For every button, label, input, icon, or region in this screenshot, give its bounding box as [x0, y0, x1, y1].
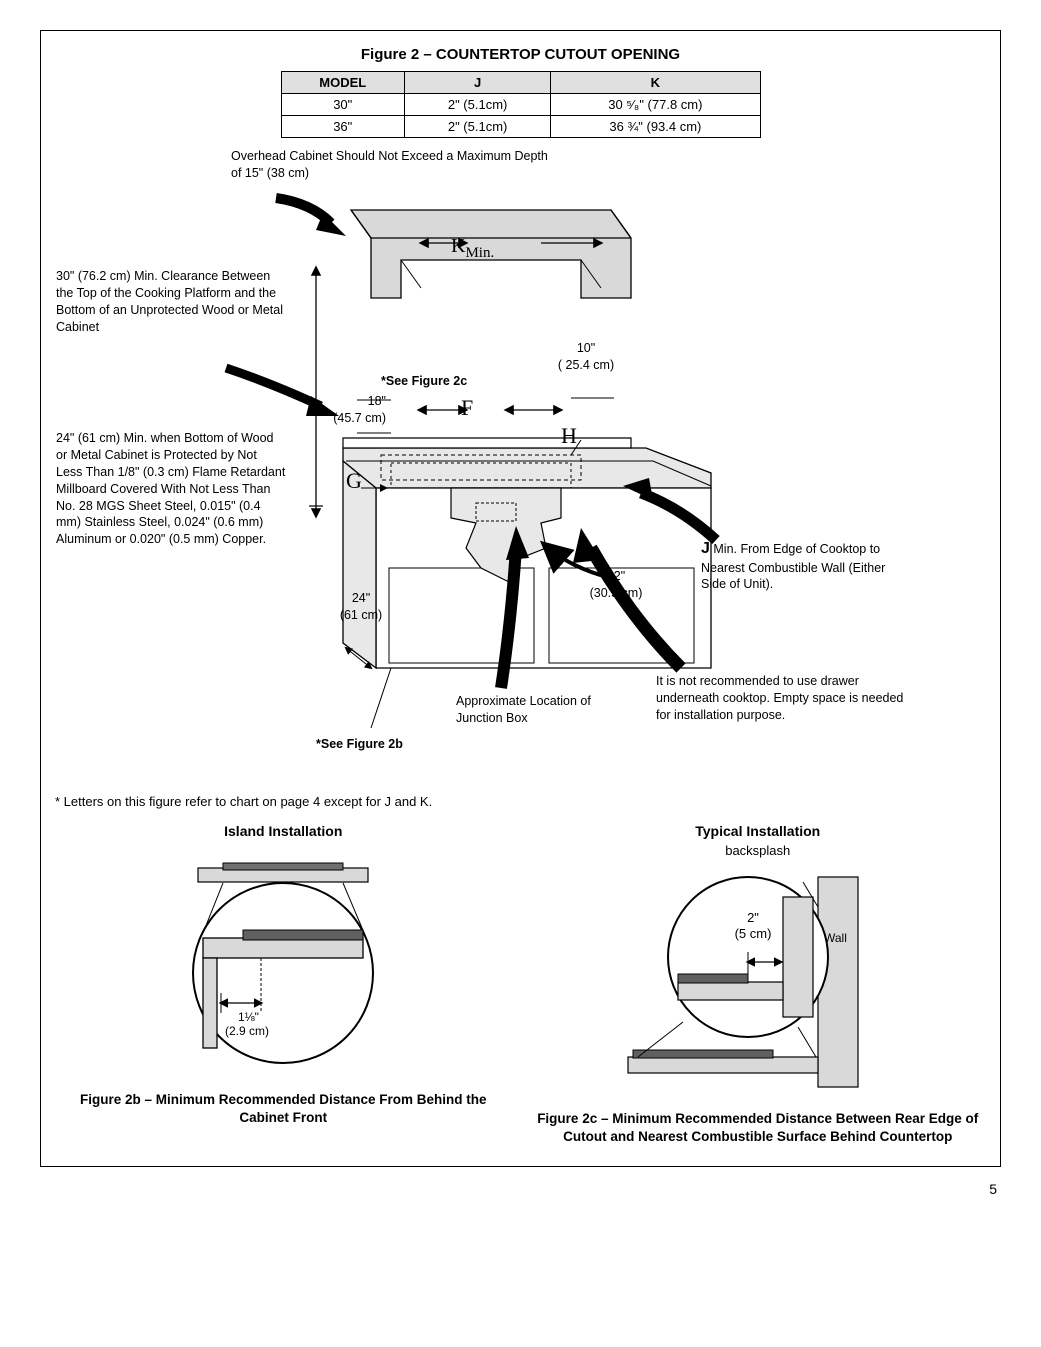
overhead-cabinet-note: Overhead Cabinet Should Not Exceed a Max… — [231, 148, 561, 182]
clearance-note: 30" (76.2 cm) Min. Clearance Between the… — [56, 268, 286, 336]
typical-svg: Wall 2" (5 cm) — [588, 862, 928, 1102]
protected-cabinet-note: 24" (61 cm) Min. when Bottom of Wood or … — [56, 430, 286, 548]
letter-h: H — [561, 421, 577, 451]
island-svg: 1⅛" (2.9 cm) — [143, 843, 423, 1083]
dim-k: KMin. — [451, 233, 494, 263]
typical-sub: backsplash — [536, 843, 981, 858]
th-k: K — [551, 72, 760, 94]
th-model: MODEL — [281, 72, 404, 94]
letter-f: F — [461, 393, 473, 423]
table-row: 30" 2" (5.1cm) 30 ⁵⁄₈" (77.8 cm) — [281, 94, 760, 116]
page-border: Figure 2 – COUNTERTOP CUTOUT OPENING MOD… — [40, 30, 1001, 1167]
sub-figures-row: Island Installation 1⅛" (2.9 cm) — [51, 823, 990, 1146]
svg-text:(5 cm): (5 cm) — [734, 926, 771, 941]
island-caption: Figure 2b – Minimum Recommended Distance… — [61, 1091, 506, 1127]
j-note: J Min. From Edge of Cooktop to Nearest C… — [701, 538, 911, 593]
dim-12: 12" (30.5 cm) — [581, 568, 651, 602]
table-header-row: MODEL J K — [281, 72, 760, 94]
figure-title: Figure 2 – COUNTERTOP CUTOUT OPENING — [51, 46, 990, 63]
see-fig-2c: *See Figure 2c — [381, 373, 467, 390]
junction-note: Approximate Location of Junction Box — [456, 693, 631, 727]
typical-caption: Figure 2c – Minimum Recommended Distance… — [536, 1110, 981, 1146]
typical-title: Typical Installation — [536, 823, 981, 839]
island-dim-text: 1⅛" — [238, 1010, 259, 1024]
table-row: 36" 2" (5.1cm) 36 ¾" (93.4 cm) — [281, 116, 760, 138]
svg-text:2": 2" — [747, 910, 759, 925]
main-diagram: Overhead Cabinet Should Not Exceed a Max… — [51, 148, 990, 788]
typical-figure: Typical Installation backsplash Wall 2" — [536, 823, 981, 1146]
model-table: MODEL J K 30" 2" (5.1cm) 30 ⁵⁄₈" (77.8 c… — [281, 71, 761, 138]
dim-18: 18" (45.7 cm) — [316, 393, 386, 427]
island-figure: Island Installation 1⅛" (2.9 cm) — [61, 823, 506, 1127]
svg-text:(2.9 cm): (2.9 cm) — [225, 1024, 269, 1038]
island-title: Island Installation — [61, 823, 506, 839]
dim-24: 24" (61 cm) — [331, 590, 391, 624]
see-fig-2b: *See Figure 2b — [316, 736, 403, 753]
footnote: * Letters on this figure refer to chart … — [55, 794, 990, 809]
drawer-note: It is not recommended to use drawer unde… — [656, 673, 911, 724]
dim-10: 10" ( 25.4 cm) — [546, 340, 626, 374]
page-number: 5 — [40, 1181, 1001, 1197]
th-j: J — [404, 72, 550, 94]
letter-g: G — [346, 466, 362, 496]
